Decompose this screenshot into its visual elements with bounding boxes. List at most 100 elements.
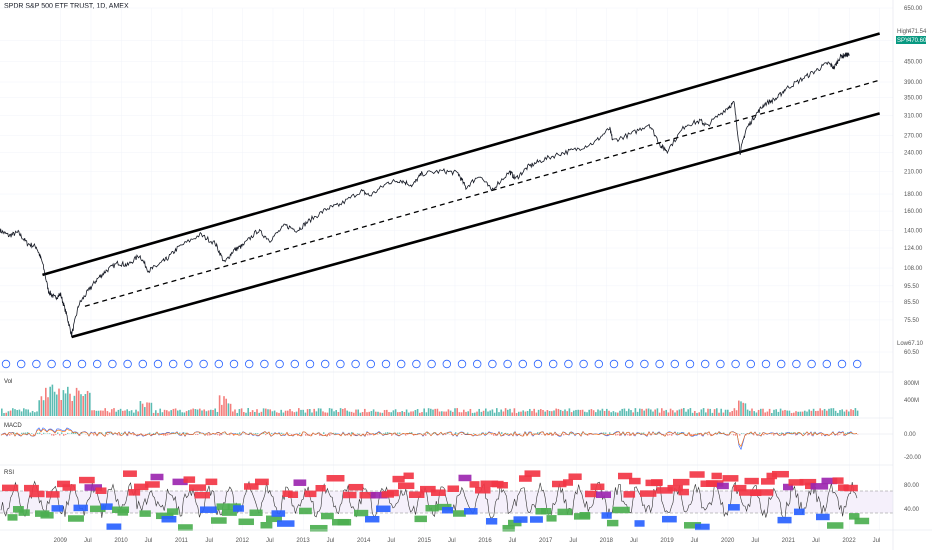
- macd-histogram-bar: [63, 434, 65, 436]
- volume-bar: [555, 408, 557, 416]
- volume-bar: [324, 412, 326, 416]
- event-marker: [47, 359, 56, 369]
- volume-bar: [746, 409, 749, 416]
- volume-bar: [821, 410, 824, 416]
- volume-bar: [335, 410, 337, 416]
- macd-histogram-bar: [473, 433, 475, 434]
- macd-histogram-bar: [645, 434, 647, 436]
- price-axis[interactable]: 650.00520.00450.00390.00350.00310.00270.…: [892, 0, 923, 550]
- volume-bar: [23, 408, 25, 416]
- bull-signal-tag: [178, 524, 193, 531]
- volume-bar: [441, 411, 443, 416]
- volume-bar: [177, 410, 179, 416]
- volume-bar: [526, 410, 529, 416]
- volume-bar: [245, 412, 247, 416]
- volume-bar: [104, 408, 106, 416]
- event-marker: [17, 359, 26, 369]
- volume-bar: [592, 410, 595, 416]
- time-axis[interactable]: 2009 Jul 2010 Jul 2011 Jul 2012 Jul 2013 Jul 2014 J…: [0, 529, 932, 544]
- volume-bar: [652, 411, 654, 416]
- volume-bar: [229, 403, 232, 416]
- volume-bar: [689, 408, 692, 416]
- bear-signal-tag: [838, 484, 849, 491]
- macd-histogram-bar: [377, 434, 379, 435]
- macd-histogram-bar: [663, 434, 665, 436]
- x-tick-label: Jul: [751, 538, 759, 544]
- volume-bar: [775, 409, 777, 416]
- bull-signal-tag: [376, 505, 391, 513]
- x-tick-label: 2020: [721, 538, 735, 544]
- volume-bar: [383, 410, 386, 416]
- bear-signal-tag: [733, 484, 747, 492]
- macd-histogram-bar: [11, 434, 13, 435]
- volume-bar: [150, 402, 153, 416]
- volume-bar: [100, 410, 102, 416]
- volume-bar: [606, 408, 608, 416]
- bear-signal-tag: [46, 491, 60, 498]
- volume-bar: [718, 412, 720, 416]
- volume-bar: [599, 410, 601, 416]
- macd-histogram-bar: [807, 434, 809, 436]
- bull-signal-tag: [211, 517, 227, 524]
- macd-histogram-bar: [839, 434, 841, 435]
- macd-histogram-bar: [729, 432, 731, 434]
- macd-histogram-bar: [199, 432, 201, 434]
- volume-bar: [289, 409, 291, 416]
- macd-histogram-bar: [197, 434, 199, 436]
- volume-bar: [619, 410, 621, 416]
- volume-bar: [564, 409, 566, 416]
- trend-channel[interactable]: [42, 32, 881, 339]
- macd-histogram-bar: [417, 433, 419, 434]
- volume-bar: [331, 408, 333, 416]
- volume-bar: [828, 408, 830, 416]
- volume-bar: [696, 412, 698, 416]
- macd-histogram-bar: [25, 432, 27, 434]
- volume-bar: [773, 409, 775, 416]
- macd-histogram-bar: [551, 434, 553, 436]
- volume-bar: [491, 409, 494, 416]
- macd-histogram-bar: [619, 434, 621, 436]
- grid: [0, 7, 893, 530]
- macd-histogram-bar: [257, 433, 259, 434]
- volume-bar: [496, 408, 498, 416]
- volume-bar: [577, 409, 579, 416]
- macd-histogram-bar: [205, 433, 207, 434]
- volume-bar: [27, 409, 29, 416]
- volume-bar: [267, 409, 269, 416]
- event-marker: [290, 359, 299, 369]
- macd-histogram-bar: [549, 432, 551, 434]
- volume-bar: [210, 409, 212, 416]
- bear-signal-tag: [447, 485, 460, 492]
- macd-histogram-bar: [357, 433, 359, 434]
- event-marker: [138, 359, 147, 369]
- ticker-tag: SPY: [897, 38, 909, 44]
- volume-bar: [304, 412, 307, 416]
- volume-bar: [815, 410, 817, 416]
- price-series-line: [0, 52, 850, 337]
- y-tick-label: 240.00: [904, 150, 923, 156]
- bear-signal-tag: [739, 489, 756, 496]
- bull-signal-tag: [200, 506, 218, 513]
- oscillator-axis-label: 80.00: [904, 483, 920, 489]
- macd-histogram-bar: [697, 432, 699, 434]
- volume-bar: [740, 401, 742, 416]
- volume-bar: [542, 410, 544, 416]
- volume-bar: [436, 408, 439, 416]
- event-marker: [670, 359, 679, 369]
- volume-bar: [738, 400, 740, 416]
- macd-histogram-bar: [555, 434, 557, 436]
- macd-histogram-bar: [547, 434, 549, 436]
- event-marker: [594, 359, 603, 369]
- event-marker: [807, 359, 816, 369]
- volume-bar: [579, 409, 582, 416]
- macd-histogram-bar: [23, 432, 25, 434]
- macd-histogram-bar: [493, 434, 495, 436]
- volume-bar: [240, 408, 243, 416]
- x-tick-label: 2019: [660, 538, 674, 544]
- volume-bar: [575, 409, 577, 416]
- volume-bar: [1, 408, 3, 416]
- volume-bar: [537, 409, 540, 416]
- macd-histogram-bar: [677, 432, 679, 434]
- volume-bar: [238, 409, 241, 416]
